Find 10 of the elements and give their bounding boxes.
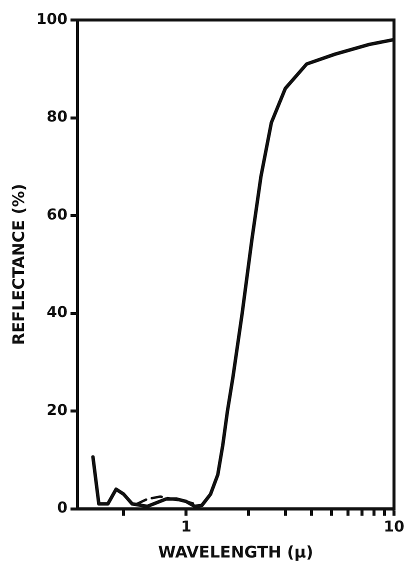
y-tick-label: 40 — [46, 303, 68, 322]
x-tick-label: 10 — [384, 518, 404, 536]
y-tick-label: 0 — [57, 498, 68, 517]
x-tick-label: 1 — [180, 518, 192, 536]
y-tick-label: 60 — [46, 205, 68, 224]
y-tick-label: 100 — [36, 10, 68, 28]
y-tick-label: 80 — [46, 108, 68, 126]
x-axis-title: WAVELENGTH (μ) — [158, 542, 314, 562]
y-tick-label: 20 — [46, 400, 68, 419]
y-axis-title: REFLECTANCE (%) — [8, 184, 28, 346]
